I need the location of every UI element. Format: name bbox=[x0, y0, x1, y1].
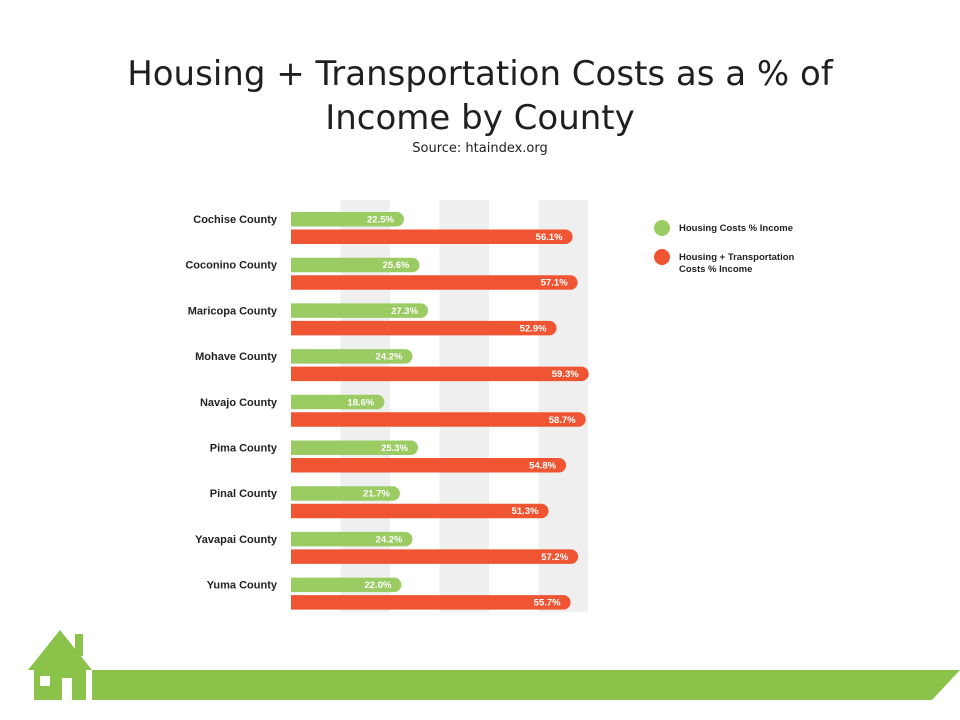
legend-swatch bbox=[654, 220, 670, 236]
housing-transport-bar bbox=[291, 366, 589, 382]
category-label: Yavapai County bbox=[195, 534, 278, 546]
housing-transport-bar bbox=[291, 503, 549, 519]
housing-bar bbox=[291, 531, 413, 547]
housing-transport-bar bbox=[291, 458, 567, 473]
bar-value-label: 58.7% bbox=[549, 415, 576, 426]
source-subtitle: Source: htaindex.org bbox=[412, 141, 548, 156]
housing-transport-bar bbox=[291, 275, 578, 290]
bar-value-label: 22.0% bbox=[365, 580, 392, 591]
legend-label: Costs % Income bbox=[679, 264, 752, 275]
bar-value-label: 21.7% bbox=[363, 489, 390, 500]
bar-value-label: 27.3% bbox=[391, 306, 418, 317]
bar-value-label: 51.3% bbox=[512, 506, 539, 517]
bar-chart: Cochise County 22.5% 56.1% Coconino County 2… bbox=[185, 200, 795, 612]
bar-value-label: 55.7% bbox=[534, 598, 561, 609]
category-label: Cochise County bbox=[193, 214, 278, 226]
housing-transport-bar bbox=[291, 595, 571, 610]
housing-transport-bar bbox=[291, 320, 557, 336]
housing-bar bbox=[291, 577, 402, 593]
housing-transport-bar bbox=[291, 549, 579, 564]
housing-bar bbox=[291, 303, 429, 318]
grid-band bbox=[439, 200, 489, 612]
bar-value-label: 25.3% bbox=[381, 443, 408, 454]
category-label: Pima County bbox=[210, 443, 278, 455]
bar-value-label: 18.6% bbox=[347, 397, 374, 408]
house-icon bbox=[28, 630, 92, 700]
bar-value-label: 59.3% bbox=[552, 369, 579, 380]
legend-label: Housing + Transportation bbox=[679, 252, 795, 263]
housing-bar bbox=[291, 394, 385, 410]
bar-value-label: 54.8% bbox=[529, 461, 556, 472]
bar-value-label: 25.6% bbox=[383, 260, 410, 271]
housing-bar bbox=[291, 212, 404, 227]
bar-value-label: 24.2% bbox=[376, 352, 403, 363]
grid-band bbox=[538, 200, 588, 612]
category-label: Mohave County bbox=[195, 351, 278, 363]
housing-transport-bar bbox=[291, 412, 586, 427]
housing-bar bbox=[291, 440, 419, 455]
housing-transport-bar bbox=[291, 229, 573, 244]
footer-banner bbox=[28, 630, 960, 700]
category-label: Yuma County bbox=[207, 580, 278, 592]
bar-value-label: 56.1% bbox=[536, 232, 563, 243]
footer-stripe bbox=[92, 670, 960, 700]
category-label: Pinal County bbox=[210, 488, 278, 500]
category-label: Coconino County bbox=[185, 260, 278, 272]
legend-label: Housing Costs % Income bbox=[679, 223, 793, 234]
bar-value-label: 24.2% bbox=[376, 534, 403, 545]
bar-value-label: 52.9% bbox=[520, 323, 547, 334]
category-label: Navajo County bbox=[200, 397, 278, 409]
category-label: Maricopa County bbox=[188, 305, 278, 317]
housing-bar bbox=[291, 486, 400, 501]
bar-value-label: 57.1% bbox=[541, 278, 568, 289]
housing-bar bbox=[291, 349, 413, 364]
housing-bar bbox=[291, 257, 420, 273]
page-title: Housing + Transportation Costs as a % of… bbox=[127, 54, 833, 138]
bar-value-label: 57.2% bbox=[541, 552, 568, 563]
bar-value-label: 22.5% bbox=[367, 215, 394, 226]
legend-swatch bbox=[654, 249, 670, 265]
